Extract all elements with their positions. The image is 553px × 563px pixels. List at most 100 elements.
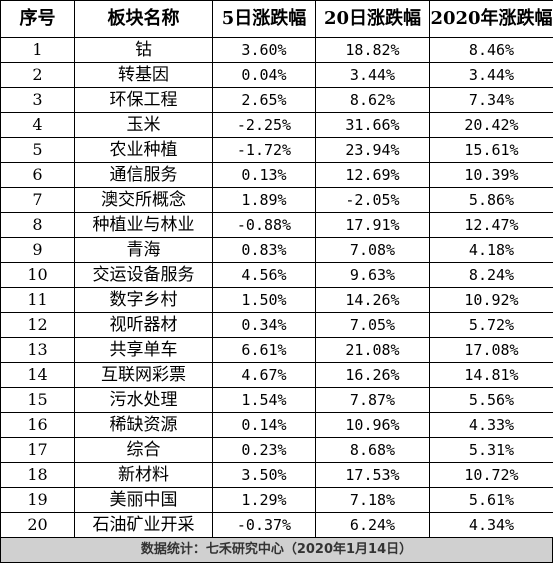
change-5day: 0.23% [213, 438, 316, 463]
change-20day: 23.94% [316, 138, 430, 163]
change-5day: -2.25% [213, 113, 316, 138]
change-ytd: 8.46% [430, 38, 553, 63]
sector-name: 环保工程 [75, 88, 213, 113]
header-index: 序号 [1, 1, 75, 38]
change-20day: 9.63% [316, 263, 430, 288]
sector-name: 石油矿业开采 [75, 513, 213, 538]
sector-name: 互联网彩票 [75, 363, 213, 388]
change-20day: 3.44% [316, 63, 430, 88]
header-sector-name: 板块名称 [75, 1, 213, 38]
change-ytd: 5.86% [430, 188, 553, 213]
row-index: 5 [1, 138, 75, 163]
change-5day: 0.83% [213, 238, 316, 263]
row-index: 3 [1, 88, 75, 113]
change-ytd: 5.31% [430, 438, 553, 463]
change-20day: 10.96% [316, 413, 430, 438]
sector-name: 钴 [75, 38, 213, 63]
sector-name: 通信服务 [75, 163, 213, 188]
data-source-footer: 数据统计：七禾研究中心（2020年1月14日） [0, 537, 553, 563]
sector-name: 转基因 [75, 63, 213, 88]
change-20day: -2.05% [316, 188, 430, 213]
header-5day-change: 5日涨跌幅 [213, 1, 316, 38]
row-index: 1 [1, 38, 75, 63]
row-index: 9 [1, 238, 75, 263]
change-5day: -0.88% [213, 213, 316, 238]
change-20day: 6.24% [316, 513, 430, 538]
change-20day: 17.53% [316, 463, 430, 488]
sector-name: 新材料 [75, 463, 213, 488]
change-5day: 3.60% [213, 38, 316, 63]
change-5day: 2.65% [213, 88, 316, 113]
change-5day: -1.72% [213, 138, 316, 163]
sector-name: 青海 [75, 238, 213, 263]
row-index: 12 [1, 313, 75, 338]
sector-name: 数字乡村 [75, 288, 213, 313]
row-index: 2 [1, 63, 75, 88]
row-index: 7 [1, 188, 75, 213]
change-ytd: 5.61% [430, 488, 553, 513]
change-20day: 31.66% [316, 113, 430, 138]
change-5day: 3.50% [213, 463, 316, 488]
change-5day: 0.34% [213, 313, 316, 338]
sector-name: 交运设备服务 [75, 263, 213, 288]
row-index: 20 [1, 513, 75, 538]
header-20day-change: 20日涨跌幅 [316, 1, 430, 38]
row-index: 17 [1, 438, 75, 463]
change-ytd: 4.34% [430, 513, 553, 538]
change-ytd: 17.08% [430, 338, 553, 363]
change-5day: 1.50% [213, 288, 316, 313]
change-20day: 8.62% [316, 88, 430, 113]
sector-name: 综合 [75, 438, 213, 463]
change-ytd: 3.44% [430, 63, 553, 88]
row-index: 19 [1, 488, 75, 513]
change-5day: 1.54% [213, 388, 316, 413]
change-ytd: 5.72% [430, 313, 553, 338]
change-5day: -0.37% [213, 513, 316, 538]
change-ytd: 10.39% [430, 163, 553, 188]
row-index: 11 [1, 288, 75, 313]
change-ytd: 10.92% [430, 288, 553, 313]
change-20day: 8.68% [316, 438, 430, 463]
change-20day: 12.69% [316, 163, 430, 188]
sector-name: 农业种植 [75, 138, 213, 163]
row-index: 16 [1, 413, 75, 438]
row-index: 18 [1, 463, 75, 488]
change-5day: 0.13% [213, 163, 316, 188]
change-ytd: 20.42% [430, 113, 553, 138]
sector-name: 污水处理 [75, 388, 213, 413]
change-20day: 7.18% [316, 488, 430, 513]
header-ytd-change: 2020年涨跌幅 [430, 1, 553, 38]
row-index: 14 [1, 363, 75, 388]
row-index: 4 [1, 113, 75, 138]
change-20day: 7.05% [316, 313, 430, 338]
change-5day: 6.61% [213, 338, 316, 363]
change-ytd: 8.24% [430, 263, 553, 288]
change-20day: 7.08% [316, 238, 430, 263]
change-5day: 0.14% [213, 413, 316, 438]
sector-name: 澳交所概念 [75, 188, 213, 213]
change-ytd: 4.33% [430, 413, 553, 438]
sector-name: 稀缺资源 [75, 413, 213, 438]
change-ytd: 7.34% [430, 88, 553, 113]
row-index: 8 [1, 213, 75, 238]
change-ytd: 4.18% [430, 238, 553, 263]
row-index: 13 [1, 338, 75, 363]
change-ytd: 15.61% [430, 138, 553, 163]
